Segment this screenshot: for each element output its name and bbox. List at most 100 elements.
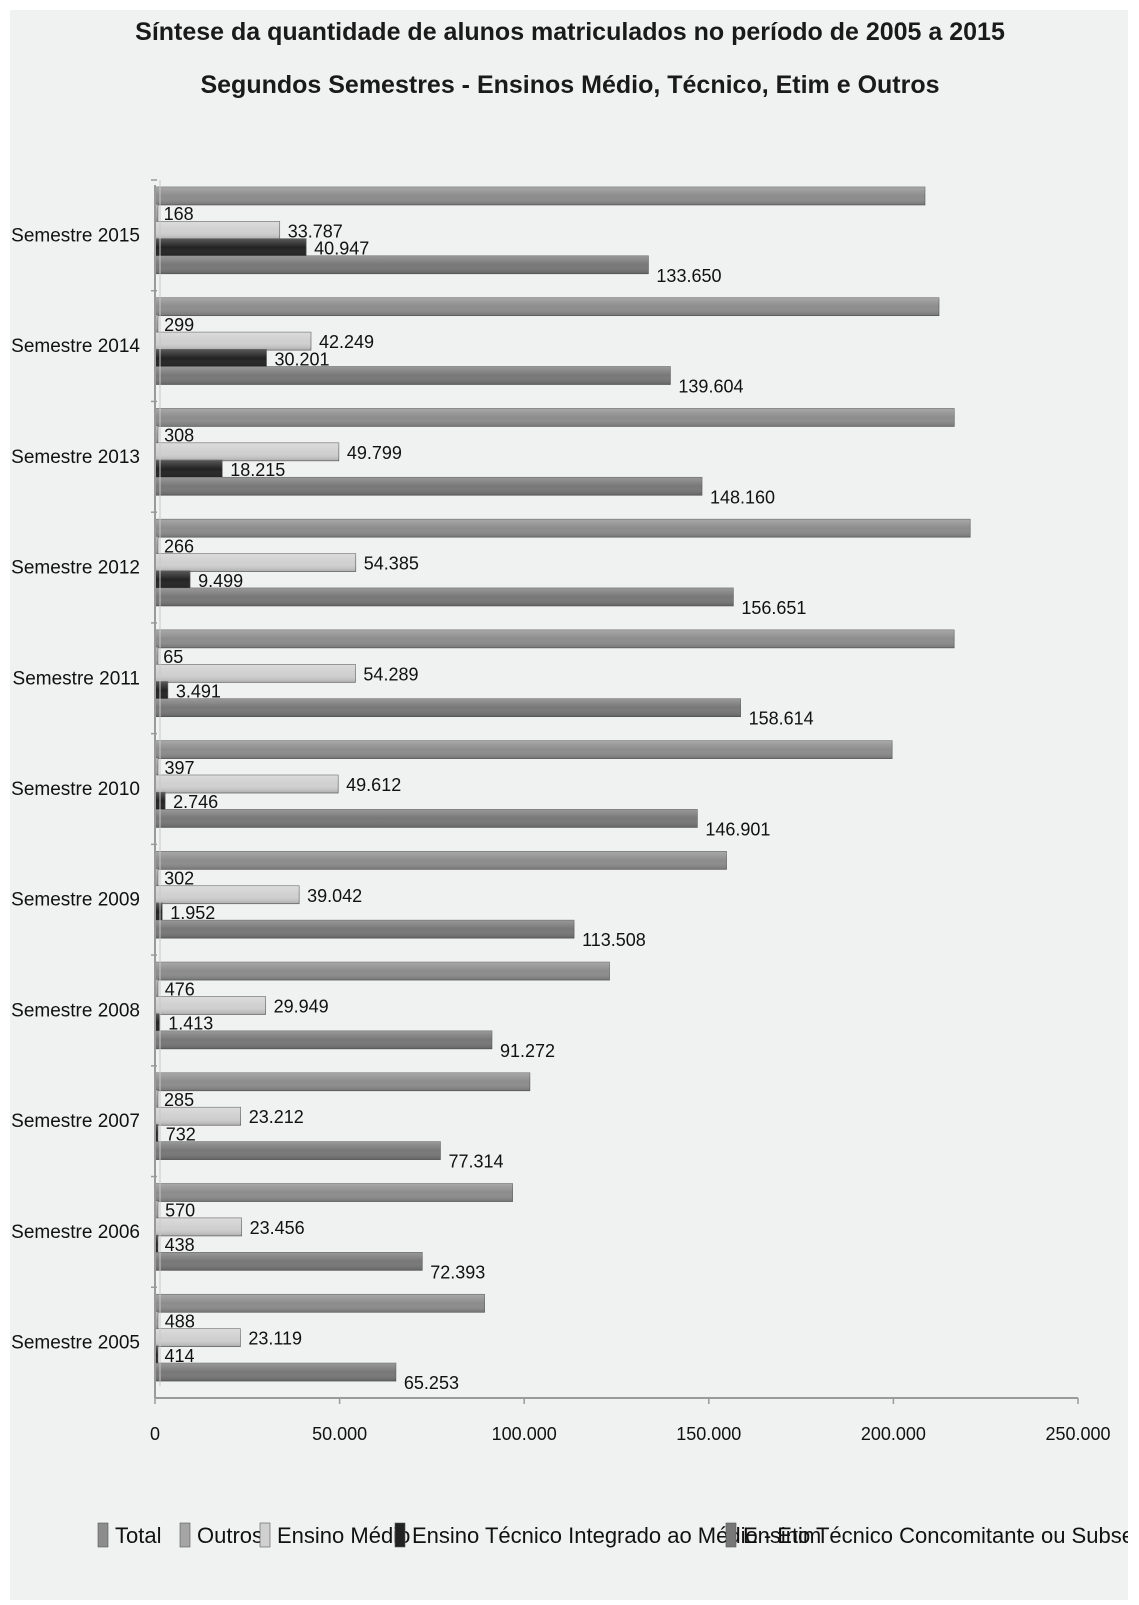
legend-label: Ensino Médio bbox=[277, 1523, 410, 1548]
bar-shade bbox=[155, 314, 158, 333]
category-label: 2.º Semestre 2014 bbox=[10, 336, 140, 357]
data-label: 65.253 bbox=[404, 1373, 459, 1393]
data-label: 49.612 bbox=[346, 775, 401, 795]
data-label: 49.799 bbox=[347, 443, 402, 463]
bar-shade bbox=[155, 698, 741, 717]
x-axis: 2.º Semestre 2015 2.º Semestre 2014 2.º Se… bbox=[10, 179, 1111, 1444]
bar-shade bbox=[155, 996, 266, 1015]
data-label: 438 bbox=[165, 1235, 195, 1255]
chart-frame: Síntese da quantidade de alunos matricul… bbox=[10, 10, 1128, 1600]
category-label: 2.º Semestre 2013 bbox=[10, 447, 140, 468]
category-label: 2.º Semestre 2010 bbox=[10, 779, 140, 800]
category-label: 2.º Semestre 2011 bbox=[10, 668, 140, 689]
data-label: 23.212 bbox=[249, 1107, 304, 1127]
data-label: 133.650 bbox=[656, 266, 721, 286]
x-tick-label: 250.000 bbox=[1045, 1424, 1110, 1444]
bar-shade bbox=[155, 1183, 513, 1202]
data-label: 299 bbox=[164, 315, 194, 335]
legend-label: Total bbox=[115, 1523, 161, 1548]
data-label: 9.499 bbox=[198, 571, 243, 591]
data-label: 113.508 bbox=[582, 930, 646, 950]
bar-shade bbox=[155, 1328, 241, 1347]
bar-shade bbox=[155, 587, 734, 606]
x-tick-label: 100.000 bbox=[492, 1424, 557, 1444]
bar-chart: Síntese da quantidade de alunos matricul… bbox=[10, 18, 1128, 1548]
bar-shade bbox=[155, 442, 339, 461]
bar-shade bbox=[155, 1090, 158, 1109]
category-label: 2.º Semestre 2012 bbox=[10, 558, 140, 579]
legend-label: Ensino Técnico Integrado ao Médio - Etim bbox=[412, 1523, 821, 1548]
data-label: 302 bbox=[164, 869, 194, 889]
data-label: 54.385 bbox=[364, 554, 419, 574]
legend-swatch bbox=[97, 1522, 109, 1548]
bar-shade bbox=[155, 1072, 530, 1091]
data-label: 3.491 bbox=[176, 682, 221, 702]
bar-shade bbox=[155, 1311, 158, 1330]
data-label: 148.160 bbox=[710, 487, 775, 507]
data-label: 29.949 bbox=[274, 996, 329, 1016]
bar-shade bbox=[155, 885, 300, 904]
bar-shade bbox=[155, 1124, 158, 1143]
bar-shade bbox=[155, 1217, 242, 1236]
plot-area: 168 299 308 266 65 397 302 476 285 570 488 33.787 42… bbox=[154, 186, 971, 1393]
legend-label: Outros bbox=[197, 1523, 263, 1548]
bar-shade bbox=[155, 1200, 158, 1219]
x-tick-label: 150.000 bbox=[676, 1424, 741, 1444]
data-label: 23.119 bbox=[248, 1329, 302, 1349]
bar-shade bbox=[155, 221, 280, 240]
bar-shade bbox=[155, 1363, 396, 1382]
data-label: 1.952 bbox=[170, 903, 215, 923]
category-label: 2.º Semestre 2009 bbox=[10, 890, 140, 911]
bar-shade bbox=[155, 868, 158, 887]
data-label: 77.314 bbox=[448, 1152, 503, 1172]
bar-shade bbox=[155, 775, 339, 794]
category-label: 2.º Semestre 2007 bbox=[10, 1111, 140, 1132]
data-label: 42.249 bbox=[319, 332, 374, 352]
data-label: 488 bbox=[165, 1311, 195, 1331]
legend-label: Ensino Técnico Concomitante ou Subsequen… bbox=[743, 1523, 1128, 1548]
legend-swatch bbox=[259, 1522, 271, 1548]
bar-shade bbox=[155, 979, 158, 998]
bar-shade bbox=[155, 920, 575, 939]
category-label: 2.º Semestre 2008 bbox=[10, 1000, 140, 1021]
bar-shade bbox=[155, 204, 158, 223]
data-label: 30.201 bbox=[275, 349, 330, 369]
data-label: 414 bbox=[165, 1346, 195, 1366]
bar-shade bbox=[155, 740, 893, 759]
data-label: 168 bbox=[164, 204, 194, 224]
bar-shade bbox=[155, 647, 158, 666]
data-label: 91.272 bbox=[500, 1041, 555, 1061]
bar-shade bbox=[155, 519, 971, 538]
data-label: 72.393 bbox=[430, 1262, 485, 1282]
legend-swatch bbox=[394, 1522, 406, 1548]
bar-shade bbox=[155, 851, 727, 870]
data-label: 23.456 bbox=[250, 1218, 305, 1238]
data-label: 732 bbox=[166, 1124, 196, 1144]
bar-shade bbox=[155, 757, 158, 776]
bar-shade bbox=[155, 460, 223, 479]
data-label: 146.901 bbox=[705, 819, 770, 839]
data-label: 65 bbox=[163, 647, 183, 667]
bar-shade bbox=[155, 1345, 158, 1364]
bar-shade bbox=[155, 1030, 492, 1049]
bar-shade bbox=[155, 255, 649, 274]
data-label: 40.947 bbox=[314, 239, 369, 259]
data-label: 18.215 bbox=[230, 460, 285, 480]
data-label: 156.651 bbox=[741, 598, 806, 618]
bar-shade bbox=[155, 238, 307, 257]
data-label: 139.604 bbox=[678, 377, 743, 397]
bar-shade bbox=[155, 425, 158, 444]
bar-shade bbox=[155, 570, 191, 589]
legend-swatch bbox=[179, 1522, 191, 1548]
bar-shade bbox=[155, 408, 955, 427]
bar-shade bbox=[155, 1294, 485, 1313]
data-label: 397 bbox=[164, 758, 194, 778]
bar-shade bbox=[155, 681, 168, 700]
bar-shade bbox=[155, 553, 356, 572]
data-label: 39.042 bbox=[307, 886, 362, 906]
data-label: 54.289 bbox=[363, 664, 418, 684]
bar-shade bbox=[155, 349, 267, 368]
bar-shade bbox=[155, 629, 955, 648]
bar-shade bbox=[155, 1141, 441, 1160]
bar-shade bbox=[155, 1107, 241, 1126]
